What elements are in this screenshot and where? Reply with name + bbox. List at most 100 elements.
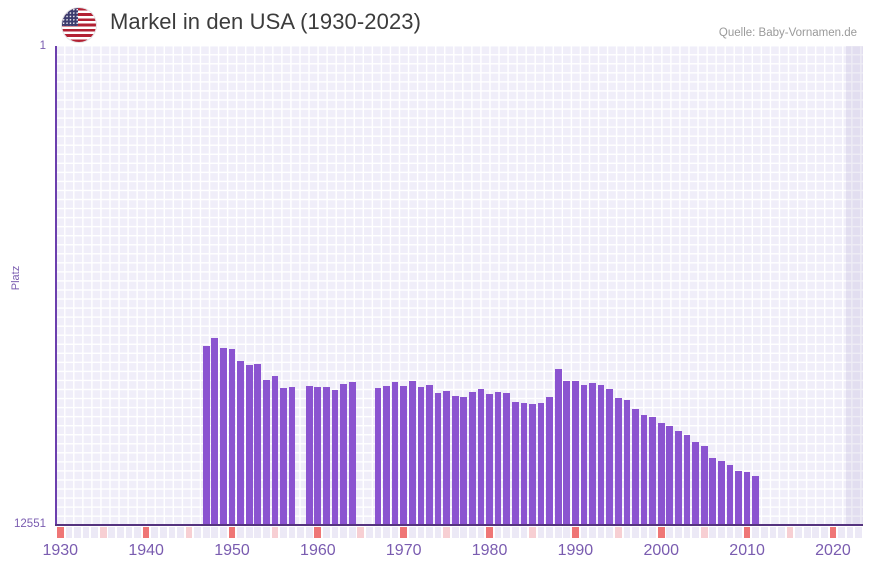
plot-area [56, 46, 863, 524]
bar [752, 476, 760, 524]
flag-stars [62, 8, 79, 27]
tick-cell-major [657, 527, 665, 538]
tick-cell-plain [469, 527, 476, 538]
tick-cell-major [572, 527, 579, 538]
bar [340, 384, 347, 524]
bar [537, 403, 545, 524]
tick-cell-plain [640, 527, 648, 538]
tick-cell-plain [649, 527, 656, 538]
bar [520, 403, 528, 524]
tick-cell-plain [563, 527, 571, 538]
bar [220, 348, 227, 524]
bar [400, 386, 408, 524]
tick-cell-plain [348, 527, 356, 538]
tick-cell-minor [357, 527, 365, 538]
tick-cell-plain [803, 527, 811, 538]
bar [494, 392, 502, 524]
tick-cell-major [56, 527, 64, 538]
bar [606, 389, 614, 524]
tick-cell-plain [177, 527, 184, 538]
bar [632, 409, 639, 524]
x-axis-tick-label: 2000 [643, 542, 680, 559]
tick-cell-plain [812, 527, 820, 538]
tick-cell-plain [391, 527, 399, 538]
bar [554, 369, 562, 524]
bar [743, 472, 751, 524]
tick-cell-plain [117, 527, 124, 538]
tick-cell-plain [331, 527, 339, 538]
bar [323, 387, 330, 524]
bar [211, 338, 219, 524]
tick-cell-plain [709, 527, 717, 538]
bar [305, 386, 313, 524]
tick-cell-plain [546, 527, 553, 538]
tick-cell-plain [211, 527, 219, 538]
x-axis-tick-label: 1980 [471, 542, 508, 559]
tick-cell-plain [417, 527, 425, 538]
tick-cell-major [743, 527, 751, 538]
x-axis-tick-label: 2020 [815, 542, 851, 559]
tick-cell-plain [769, 527, 777, 538]
tick-cell-plain [606, 527, 614, 538]
tick-cell-plain [846, 527, 854, 538]
tick-cell-minor [443, 527, 450, 538]
flag-canton [62, 8, 79, 27]
tick-cell-plain [383, 527, 390, 538]
y-axis-tick-top: 1 [39, 40, 46, 52]
tick-cell-plain [408, 527, 416, 538]
x-axis-tick-label: 1990 [557, 542, 594, 559]
bar [640, 415, 648, 524]
bar [717, 461, 725, 524]
tick-cell-plain [202, 527, 210, 538]
bar [434, 393, 442, 524]
tick-cell-plain [305, 527, 313, 538]
x-axis-tick-strip [56, 527, 863, 538]
tick-cell-plain [623, 527, 631, 538]
bar [735, 471, 742, 524]
bar [202, 346, 210, 524]
bar [348, 382, 356, 524]
tick-cell-minor [529, 527, 536, 538]
page-title: Markel in den USA (1930-2023) [110, 9, 422, 34]
tick-cell-plain [520, 527, 528, 538]
tick-cell-major [314, 527, 322, 538]
tick-cell-plain [254, 527, 262, 538]
bar [597, 385, 605, 524]
tick-cell-plain [91, 527, 98, 538]
tick-cell-major [829, 527, 837, 538]
bar [700, 446, 708, 524]
tick-cell-major [142, 527, 150, 538]
bar [589, 383, 596, 524]
bar [572, 381, 579, 524]
tick-cell-plain [65, 527, 73, 538]
tick-cell-plain [760, 527, 768, 538]
source-label: Quelle: Baby-Vornamen.de [718, 27, 857, 39]
bar [408, 381, 416, 524]
tick-cell-plain [752, 527, 760, 538]
tick-cell-plain [717, 527, 725, 538]
bar [477, 389, 485, 524]
bar [314, 387, 322, 524]
bar [245, 365, 253, 524]
tick-cell-plain [692, 527, 699, 538]
x-axis-tick-label: 1970 [385, 542, 422, 559]
tick-cell-plain [280, 527, 287, 538]
bar [391, 382, 399, 524]
bar [675, 431, 682, 524]
bar [503, 393, 511, 524]
tick-cell-plain [726, 527, 734, 538]
tick-cell-plain [220, 527, 227, 538]
tick-cell-plain [821, 527, 828, 538]
bar [451, 396, 459, 524]
bar [228, 349, 236, 524]
tick-cell-plain [494, 527, 502, 538]
tick-cell-plain [795, 527, 802, 538]
bar [563, 381, 571, 524]
tick-cell-plain [451, 527, 459, 538]
y-axis-line [55, 46, 57, 524]
bar [726, 465, 734, 524]
bar [580, 385, 588, 524]
tick-cell-plain [262, 527, 270, 538]
bar [649, 417, 656, 524]
